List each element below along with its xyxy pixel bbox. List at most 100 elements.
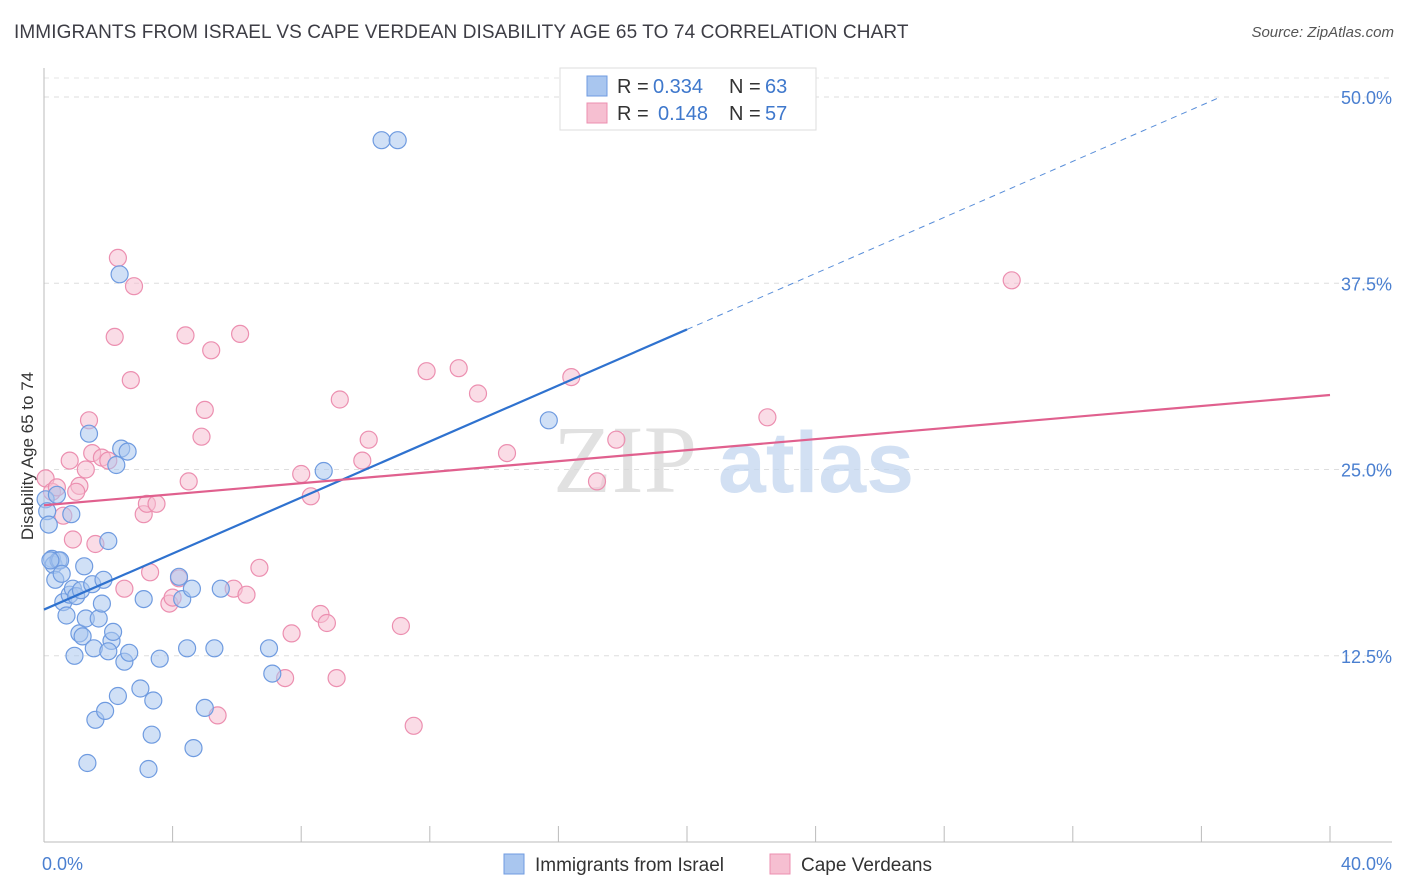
point-cape-verdean-25 xyxy=(176,326,195,345)
point-israel-44 xyxy=(142,725,161,744)
y-tick-label-3: 50.0% xyxy=(1341,88,1392,108)
point-israel-35 xyxy=(108,686,128,706)
trend-lines xyxy=(43,96,1331,611)
point-cape-verdean-36 xyxy=(282,624,301,643)
point-israel-2 xyxy=(39,515,58,534)
legend-swatch-cape-verdean xyxy=(586,102,608,124)
point-israel-53 xyxy=(205,639,224,658)
point-cape-verdean-32 xyxy=(231,324,250,343)
y-tick-label-0: 12.5% xyxy=(1341,647,1392,667)
point-israel-34 xyxy=(107,455,126,475)
point-israel-39 xyxy=(118,442,137,461)
point-israel-50 xyxy=(182,579,201,598)
legend-r-value-israel: 0.334 xyxy=(653,76,703,98)
point-israel-49 xyxy=(178,639,197,658)
point-israel-51 xyxy=(184,738,203,758)
point-israel-55 xyxy=(259,639,279,658)
legend-r-value-cape-verdean: 0.148 xyxy=(658,103,708,125)
point-israel-59 xyxy=(388,131,407,150)
point-israel-30 xyxy=(95,701,115,721)
y-tick-label-1: 25.0% xyxy=(1341,461,1392,481)
page-title: IMMIGRANTS FROM ISRAEL VS CAPE VERDEAN D… xyxy=(14,22,909,43)
bottom-legend-label-israel: Immigrants from Israel xyxy=(535,855,724,876)
point-cape-verdean-49 xyxy=(468,384,488,403)
point-cape-verdean-34 xyxy=(250,558,269,577)
trend-line-cape-verdean xyxy=(43,393,1331,507)
x-tick-label-1: 40.0% xyxy=(1341,854,1392,874)
trend-line-israel xyxy=(43,328,688,611)
point-israel-47 xyxy=(169,567,189,586)
grid-lines xyxy=(44,77,1392,657)
point-cape-verdean-17 xyxy=(124,277,144,296)
point-cape-verdean-54 xyxy=(758,408,777,427)
point-israel-54 xyxy=(211,579,230,598)
x-tick-label-0: 0.0% xyxy=(42,854,83,874)
point-israel-60 xyxy=(539,411,558,430)
point-israel-20 xyxy=(75,557,94,576)
point-israel-31 xyxy=(99,531,118,551)
point-cape-verdean-45 xyxy=(391,616,410,636)
point-israel-46 xyxy=(150,649,169,668)
point-cape-verdean-43 xyxy=(353,451,372,470)
point-cape-verdean-52 xyxy=(587,472,607,491)
point-israel-11 xyxy=(57,606,76,625)
point-cape-verdean-28 xyxy=(195,400,214,419)
legend-n-value-israel: 63 xyxy=(765,76,787,98)
axes xyxy=(43,68,1392,843)
point-israel-42 xyxy=(134,589,153,609)
legend-n-label-cape-verdean: N = xyxy=(729,103,761,125)
point-israel-56 xyxy=(263,664,282,683)
point-cape-verdean-29 xyxy=(202,341,221,360)
legend-swatch-israel xyxy=(586,75,608,97)
data-points xyxy=(36,131,1021,779)
point-israel-41 xyxy=(131,679,150,698)
point-israel-15 xyxy=(65,646,84,665)
y-tick-label-2: 37.5% xyxy=(1341,274,1392,294)
legend-r-label-cape-verdean: R = xyxy=(617,103,649,125)
point-israel-6 xyxy=(47,485,67,504)
point-cape-verdean-41 xyxy=(327,668,346,688)
watermark: ZIP atlas xyxy=(553,406,914,513)
point-israel-13 xyxy=(62,505,81,524)
point-israel-22 xyxy=(78,753,97,773)
point-cape-verdean-14 xyxy=(108,248,128,267)
legend-top: R = 0.334 N = 63 R = 0.148 N = 57 xyxy=(559,67,817,131)
point-cape-verdean-44 xyxy=(359,430,378,449)
bottom-legend-label-cape-verdean: Cape Verdeans xyxy=(801,855,932,876)
point-cape-verdean-33 xyxy=(237,585,256,604)
point-israel-57 xyxy=(314,461,333,481)
point-cape-verdean-37 xyxy=(292,464,311,484)
point-israel-61 xyxy=(41,551,60,570)
point-cape-verdean-4 xyxy=(60,451,79,470)
point-israel-40 xyxy=(120,643,139,662)
point-cape-verdean-48 xyxy=(449,359,468,378)
point-cape-verdean-13 xyxy=(105,327,124,346)
point-cape-verdean-21 xyxy=(147,494,166,513)
point-israel-45 xyxy=(144,691,163,710)
bottom-legend-swatch-cape-verdean xyxy=(769,853,791,875)
point-israel-19 xyxy=(73,627,92,646)
point-cape-verdean-40 xyxy=(317,613,336,633)
point-israel-36 xyxy=(110,265,129,284)
point-cape-verdean-16 xyxy=(121,371,140,390)
point-cape-verdean-42 xyxy=(330,390,349,409)
y-axis-label: Disability Age 65 to 74 xyxy=(18,372,37,540)
legend-r-label-israel: R = xyxy=(617,76,649,98)
tick-labels: 12.5% 25.0% 37.5% 50.0% 0.0% 40.0% xyxy=(42,88,1392,874)
point-israel-58 xyxy=(372,131,391,150)
point-israel-33 xyxy=(103,622,123,642)
point-israel-9 xyxy=(52,564,71,583)
point-cape-verdean-55 xyxy=(1002,271,1021,290)
source-label: Source: ZipAtlas.com xyxy=(1251,24,1394,41)
point-cape-verdean-50 xyxy=(497,444,517,463)
point-cape-verdean-27 xyxy=(192,427,211,446)
point-israel-52 xyxy=(195,698,214,718)
legend-n-value-cape-verdean: 57 xyxy=(765,103,787,125)
point-cape-verdean-7 xyxy=(76,460,95,479)
trend-line-israel-extension xyxy=(686,96,1221,330)
legend-bottom: Immigrants from Israel Cape Verdeans xyxy=(503,853,932,876)
point-israel-62 xyxy=(99,642,118,661)
point-cape-verdean-56 xyxy=(67,482,86,501)
point-israel-28 xyxy=(92,594,112,613)
